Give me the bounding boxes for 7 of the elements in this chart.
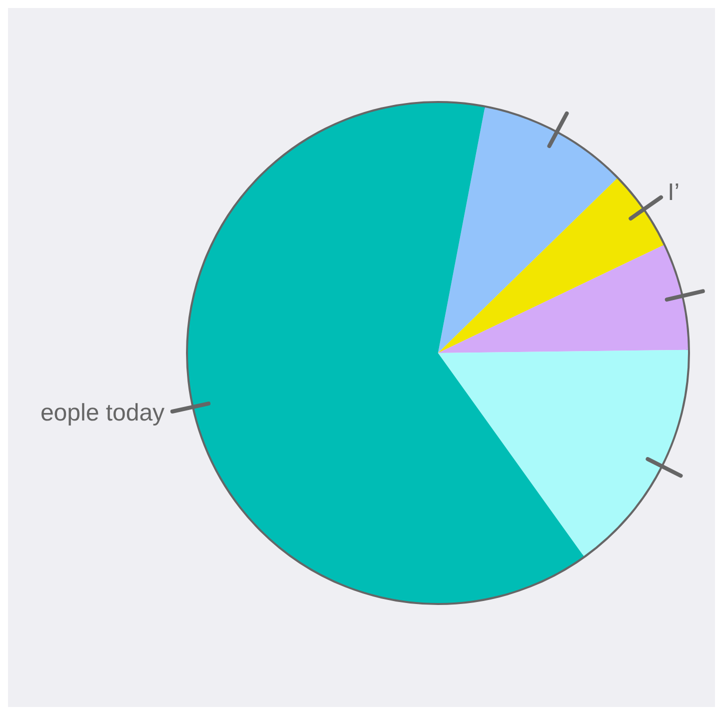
pie-slice [438, 350, 688, 556]
pie-slice [438, 178, 664, 353]
pie-slice [438, 245, 688, 353]
pie-slice [438, 107, 617, 353]
slice-label: I’ [668, 179, 680, 206]
slice-label: eople today [40, 400, 165, 427]
pie-slice [188, 103, 584, 603]
